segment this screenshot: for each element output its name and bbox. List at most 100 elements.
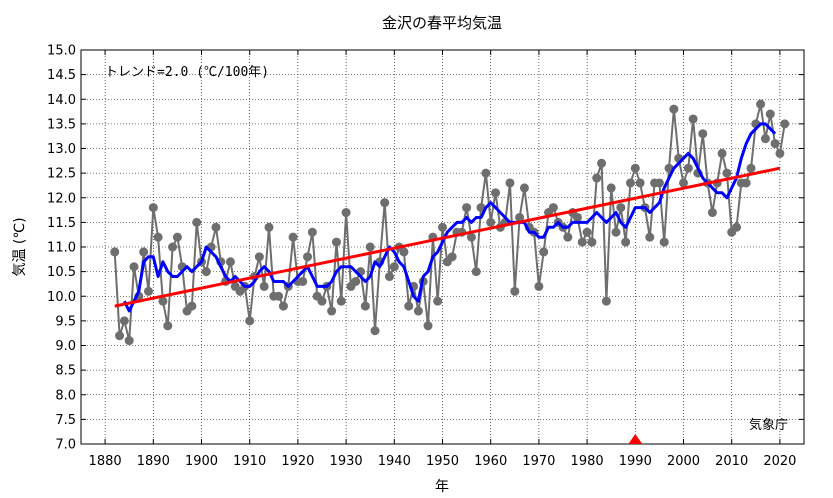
annual-point [519, 183, 529, 193]
annual-point [780, 119, 790, 129]
annual-point [654, 178, 664, 188]
annual-point [471, 267, 481, 277]
y-tick-label: 8.0 [55, 388, 76, 403]
annual-point [404, 301, 414, 311]
x-tick-label: 1960 [474, 454, 507, 469]
trend-annotation: トレンド=2.0 (℃/100年) [105, 65, 269, 80]
annual-point [481, 168, 491, 178]
annual-point [163, 321, 173, 331]
series-layer [110, 99, 790, 346]
annual-point [539, 247, 549, 257]
x-tick-label: 1990 [619, 454, 652, 469]
annual-point [486, 217, 496, 227]
trend-line [114, 166, 781, 308]
annual-point [336, 296, 346, 306]
annual-point [582, 227, 592, 237]
annual-point [158, 296, 168, 306]
annual-point [756, 99, 766, 109]
annual-point [129, 262, 139, 272]
x-tick-label: 1970 [522, 454, 555, 469]
y-tick-label: 11.0 [47, 241, 76, 256]
y-tick-label: 10.5 [47, 265, 76, 280]
annual-point [765, 109, 775, 119]
chart-title: 金沢の春平均気温 [382, 14, 502, 32]
x-axis: 1880 1890 1900 1910 1920 1930 1940 1950 1960 1970… [89, 50, 796, 469]
y-tick-label: 13.0 [47, 142, 76, 157]
x-tick-label: 1920 [281, 454, 314, 469]
x-tick-label: 2010 [715, 454, 748, 469]
annual-point [384, 272, 394, 282]
annual-point [264, 222, 274, 232]
annual-point [597, 158, 607, 168]
annual-point [505, 178, 515, 188]
annual-point [298, 276, 308, 286]
grid [81, 49, 804, 445]
y-tick-label: 15.0 [47, 44, 76, 59]
annual-point [645, 232, 655, 242]
annual-point [438, 222, 447, 232]
x-tick-label: 1900 [185, 454, 218, 469]
x-tick-label: 1910 [233, 454, 266, 469]
x-axis-label: 年 [435, 479, 449, 495]
annual-point [211, 222, 221, 232]
annual-point [462, 203, 472, 213]
annual-point [389, 262, 399, 272]
y-axis: 7.0 7.5 8.0 8.5 9.0 9.5 10.0 10.5 11.0 11.5 12.0 12… [47, 44, 804, 453]
annual-point [770, 139, 780, 149]
annual-point [331, 237, 341, 247]
annual-point [143, 286, 153, 296]
annual-point [317, 296, 327, 306]
x-tick-label: 2020 [763, 454, 796, 469]
y-tick-label: 9.0 [55, 339, 76, 354]
annual-point [288, 232, 298, 242]
annual-point [606, 183, 616, 193]
y-tick-label: 14.0 [47, 93, 76, 108]
annual-point [278, 301, 288, 311]
annual-point [722, 168, 732, 178]
annual-point [168, 242, 178, 252]
annual-point [172, 232, 182, 242]
x-tick-label: 1930 [330, 454, 363, 469]
annual-point [380, 198, 390, 208]
annual-point [245, 316, 255, 326]
y-tick-label: 12.5 [47, 167, 76, 182]
annual-point [515, 212, 525, 222]
annual-point [587, 237, 597, 247]
annual-point [341, 208, 351, 218]
annual-point [399, 247, 409, 257]
annual-point [153, 232, 163, 242]
y-tick-label: 14.5 [47, 68, 76, 83]
annual-point [635, 178, 645, 188]
annual-point [688, 114, 698, 124]
annual-point [192, 217, 202, 227]
station-change-marker [628, 434, 643, 444]
y-tick-label: 7.5 [55, 413, 76, 428]
source-label: 気象庁 [749, 417, 788, 433]
y-tick-label: 13.5 [47, 117, 76, 132]
annual-point [616, 203, 626, 213]
annual-point [447, 252, 457, 262]
annual-point [365, 242, 375, 252]
annual-point [148, 203, 158, 213]
y-tick-label: 8.5 [55, 364, 76, 379]
annual-point [327, 306, 337, 316]
annual-point [307, 227, 317, 237]
annual-point [370, 326, 380, 336]
annual-point [491, 188, 501, 198]
annual-point [115, 331, 125, 341]
y-tick-label: 12.0 [47, 191, 76, 206]
annual-point [577, 237, 587, 247]
annual-point [124, 336, 134, 346]
marker-layer [628, 434, 643, 444]
annual-point [119, 316, 129, 326]
annual-point [698, 129, 708, 139]
annual-point [563, 232, 573, 242]
annual-point [225, 257, 235, 267]
annual-point [679, 178, 688, 188]
annual-point [413, 306, 423, 316]
annual-point [659, 237, 669, 247]
y-axis-label: 気温 (℃) [12, 217, 28, 276]
annual-point [621, 237, 631, 247]
annual-point [259, 281, 269, 291]
